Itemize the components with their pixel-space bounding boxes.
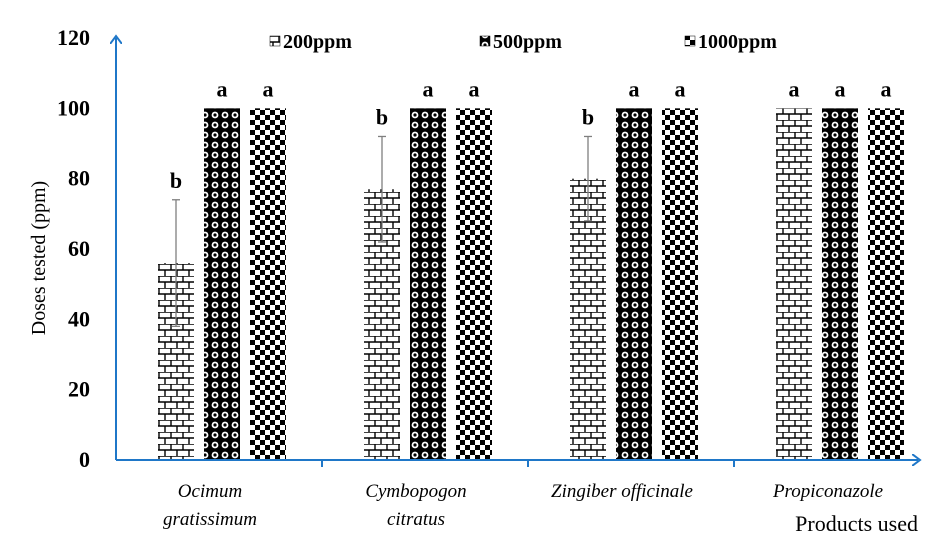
significance-letter-1000ppm-1: a — [469, 76, 480, 101]
x-axis-title: Products used — [795, 511, 918, 536]
category-label-2-0: Zingiber officinale — [551, 481, 693, 502]
bar-500ppm-0 — [204, 108, 240, 460]
y-tick-label-120: 120 — [57, 25, 90, 50]
category-label-0-1: gratissimum — [163, 509, 257, 530]
y-tick-label-0: 0 — [79, 447, 90, 472]
bar-1000ppm-0 — [250, 108, 286, 460]
bar-1000ppm-2 — [662, 108, 698, 460]
error-bars-layer — [172, 135, 592, 328]
significance-letter-200ppm-2: b — [582, 104, 594, 129]
bar-200ppm-3 — [776, 108, 812, 460]
bar-1000ppm-3 — [868, 108, 904, 460]
bar-200ppm-2 — [570, 178, 606, 460]
bar-500ppm-3 — [822, 108, 858, 460]
y-tick-label-40: 40 — [68, 306, 90, 331]
significance-letter-200ppm-3: a — [789, 76, 800, 101]
significance-letter-1000ppm-2: a — [675, 76, 686, 101]
labels-layer: b a a Ocimum gratissimum b a a Cymbopogon citratu… — [28, 25, 918, 536]
bar-1000ppm-1 — [456, 108, 492, 460]
legend-swatch-500ppm — [479, 35, 491, 47]
y-tick-label-20: 20 — [68, 377, 90, 402]
legend-label-1000ppm: 1000ppm — [698, 31, 777, 53]
legend: 200ppm 500ppm 1000ppm — [269, 31, 777, 53]
y-tick-label-60: 60 — [68, 236, 90, 261]
bars-layer — [158, 108, 904, 460]
significance-letter-1000ppm-0: a — [263, 76, 274, 101]
legend-swatch-1000ppm — [684, 35, 696, 47]
axes-layer — [116, 38, 918, 467]
significance-letter-500ppm-3: a — [835, 76, 846, 101]
category-label-1-0: Cymbopogon — [365, 481, 466, 502]
y-axis-title: Doses tested (ppm) — [28, 181, 50, 335]
significance-letter-500ppm-0: a — [217, 76, 228, 101]
legend-label-500ppm: 500ppm — [493, 31, 562, 53]
y-tick-label-80: 80 — [68, 166, 90, 191]
legend-swatch-200ppm — [269, 35, 281, 47]
category-label-1-1: citratus — [387, 509, 445, 530]
significance-letter-200ppm-0: b — [170, 168, 182, 193]
category-label-0-0: Ocimum — [178, 481, 242, 502]
bar-500ppm-2 — [616, 108, 652, 460]
category-label-3-0: Propiconazole — [772, 481, 883, 502]
significance-letter-500ppm-2: a — [629, 76, 640, 101]
y-tick-label-100: 100 — [57, 95, 90, 120]
legend-label-200ppm: 200ppm — [283, 31, 352, 53]
significance-letter-500ppm-1: a — [423, 76, 434, 101]
bar-500ppm-1 — [410, 108, 446, 460]
significance-letter-200ppm-1: b — [376, 104, 388, 129]
significance-letter-1000ppm-3: a — [881, 76, 892, 101]
